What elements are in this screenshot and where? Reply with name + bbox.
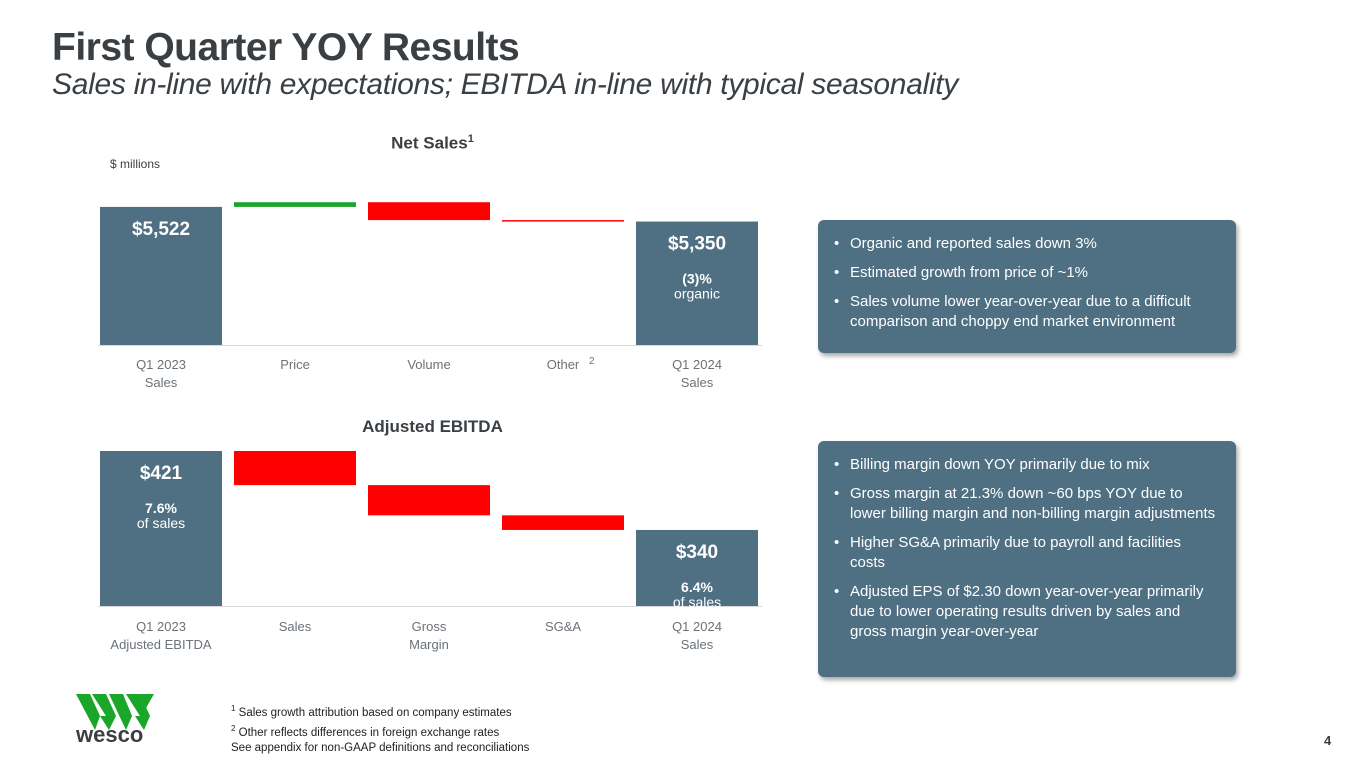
ebitda-total-sub-label: of sales: [137, 515, 185, 531]
ebitda-category-label: Q1 2023: [136, 619, 186, 634]
sales-callout-box: Organic and reported sales down 3% Estim…: [818, 220, 1236, 353]
ebitda-category-label: Sales: [279, 619, 312, 634]
net-sales-increase-bar: [234, 202, 356, 207]
ebitda-total-bar: [100, 451, 222, 606]
logo-wordmark: wesco: [76, 722, 144, 747]
net-sales-category-footnote: 2: [589, 356, 595, 367]
footnote-text: See appendix for non-GAAP definitions an…: [231, 741, 530, 754]
sales-callout-list: Organic and reported sales down 3% Estim…: [828, 234, 1218, 332]
ebitda-decrease-bar: [368, 485, 490, 516]
net-sales-category-label: Q1 2023: [136, 357, 186, 372]
net-sales-total-bar: [636, 221, 758, 345]
net-sales-total-sub-label: organic: [674, 286, 720, 302]
ebitda-total-bar: [636, 529, 758, 606]
net-sales-total-sub-value: (3)%: [682, 271, 712, 287]
net-sales-decrease-bar: [368, 202, 490, 221]
footnote-mark: 2: [231, 723, 236, 733]
ebitda-total-sub-value: 6.4%: [681, 579, 713, 595]
ebitda-callout-item: Billing margin down YOY primarily due to…: [828, 455, 1218, 475]
net-sales-total-bar: [100, 206, 222, 345]
page-subtitle: Sales in-line with expectations; EBITDA …: [52, 68, 959, 101]
ebitda-decrease-bar: [234, 451, 356, 486]
ebitda-total-value-label: $421: [140, 463, 183, 484]
net-sales-total-value-label: $5,350: [668, 234, 726, 255]
footnotes: 1 Sales growth attribution based on comp…: [231, 701, 529, 756]
page-title: First Quarter YOY Results: [52, 26, 520, 69]
sales-callout-item: Sales volume lower year-over-year due to…: [828, 292, 1218, 332]
ebitda-total-sub-label: of sales: [673, 594, 721, 610]
net-sales-category-label: Q1 2024: [672, 357, 722, 372]
ebitda-category-label: Sales: [681, 637, 714, 652]
net-sales-title-text: Net Sales: [391, 133, 468, 153]
footnote-mark: 1: [231, 704, 236, 713]
net-sales-chart-title: Net Sales1: [330, 133, 535, 154]
net-sales-decrease-bar: [502, 220, 624, 222]
units-label: $ millions: [110, 157, 161, 171]
ebitda-callout-item: Higher SG&A primarily due to payroll and…: [828, 533, 1218, 573]
footnote-line: 2 Other reflects differences in foreign …: [231, 721, 529, 741]
footnote-line: See appendix for non-GAAP definitions an…: [231, 741, 529, 756]
sales-callout-item: Organic and reported sales down 3%: [828, 234, 1218, 254]
net-sales-total-value-label: $5,522: [132, 219, 190, 240]
ebitda-callout-box: Billing margin down YOY primarily due to…: [818, 441, 1236, 677]
wesco-logo-icon: [76, 694, 154, 730]
page-number: 4: [1324, 733, 1332, 748]
ebitda-category-label: SG&A: [545, 619, 581, 634]
sales-callout-item: Estimated growth from price of ~1%: [828, 263, 1218, 283]
ebitda-callout-item: Gross margin at 21.3% down ~60 bps YOY d…: [828, 484, 1218, 524]
net-sales-title-footnote: 1: [467, 133, 474, 145]
net-sales-category-label: Other: [547, 357, 580, 372]
ebitda-callout-list: Billing margin down YOY primarily due to…: [828, 455, 1218, 642]
ebitda-decrease-bar: [502, 515, 624, 530]
net-sales-category-label: Price: [280, 357, 310, 372]
footnote-text: Other reflects differences in foreign ex…: [235, 726, 500, 739]
footnote-text: Sales growth attribution based on compan…: [235, 706, 512, 719]
ebitda-chart-title: Adjusted EBITDA: [362, 417, 503, 436]
ebitda-total-value-label: $340: [676, 542, 718, 563]
ebitda-callout-item: Adjusted EPS of $2.30 down year-over-yea…: [828, 582, 1218, 642]
ebitda-category-label: Q1 2024: [672, 619, 722, 634]
net-sales-category-label: Sales: [681, 375, 714, 390]
footnote-line: 1 Sales growth attribution based on comp…: [231, 701, 529, 721]
net-sales-category-label: Volume: [407, 357, 450, 372]
ebitda-total-sub-value: 7.6%: [145, 500, 177, 516]
ebitda-category-label: Gross: [412, 619, 447, 634]
net-sales-category-label: Sales: [145, 375, 178, 390]
ebitda-category-label: Margin: [409, 637, 449, 652]
ebitda-category-label: Adjusted EBITDA: [110, 637, 211, 652]
